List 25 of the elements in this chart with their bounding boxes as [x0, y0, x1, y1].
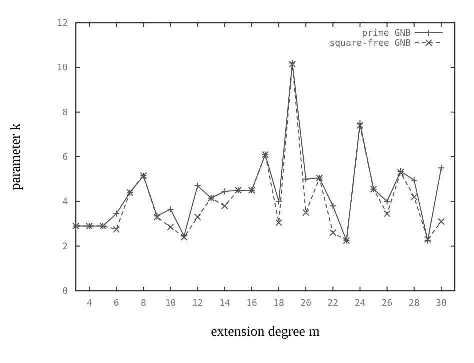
x-tick-label: 8: [140, 299, 146, 309]
x-tick-label: 12: [192, 299, 204, 309]
legend-label: square-free GNB: [330, 39, 411, 49]
x-tick-label: 10: [165, 299, 176, 309]
y-axis-title: parameter k: [9, 124, 24, 190]
y-tick-label: 12: [57, 19, 68, 29]
x-tick-label: 18: [274, 299, 284, 309]
x-tick-label: 22: [328, 299, 339, 309]
y-tick-label: 10: [57, 64, 68, 74]
x-tick-label: 4: [86, 299, 92, 309]
x-tick-label: 30: [436, 299, 447, 309]
y-tick-label: 4: [62, 198, 68, 208]
x-tick-label: 14: [219, 299, 230, 309]
x-tick-label: 28: [408, 299, 420, 309]
x-tick-label: 20: [300, 299, 312, 309]
x-tick-label: 16: [246, 299, 258, 309]
x-tick-label: 6: [114, 299, 120, 309]
legend-label: prime GNB: [362, 29, 411, 39]
x-axis-title: extension degree m: [211, 325, 320, 340]
x-tick-label: 26: [382, 299, 393, 309]
y-tick-label: 2: [62, 242, 68, 252]
x-tick-label: 24: [354, 299, 366, 309]
y-tick-label: 8: [62, 108, 68, 118]
y-tick-label: 6: [62, 153, 68, 163]
y-tick-label: 0: [62, 287, 68, 297]
